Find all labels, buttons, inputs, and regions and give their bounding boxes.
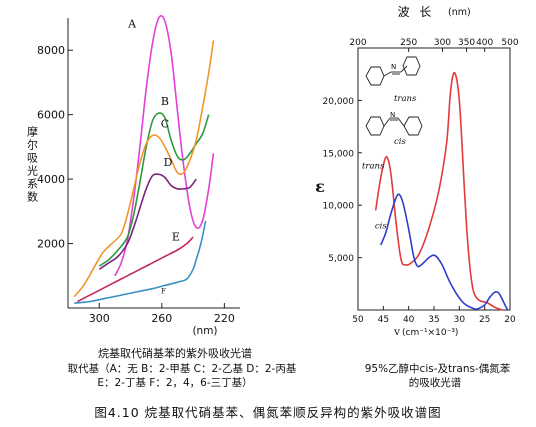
right-x-tick-label: 45 [378,315,389,325]
right-top-x-tick-label: 250 [400,38,417,48]
right-top-axis-label: 波 长 [398,5,435,19]
cis-structure-label: cis [394,137,406,147]
left-series-label-b: B [161,95,169,108]
left-x-tick-label: 300 [89,312,110,325]
right-top-x-tick-label: 400 [476,38,493,48]
left-y-tick-label: 2000 [37,238,65,251]
right-top-x-tick-label: 200 [349,38,366,48]
left-y-ticks: 2000 4000 6000 8000 [37,44,73,251]
right-series-group: trans cis [362,71,509,311]
trans-azobenzene-structure [365,56,421,86]
right-chart-title-line-2: 的吸收光谱 [408,377,462,389]
right-chart-title-line-1: 95%乙醇中cis-及trans-偶氮苯 [364,363,511,375]
left-series-label-e: E [172,230,180,243]
right-y-tick-label: 15,000 [323,149,355,159]
left-x-tick-label: 260 [151,312,172,325]
right-top-x-ticks: 200 250 300 350 400 500 [349,38,519,52]
right-x-tick-label: 30 [454,315,466,325]
right-y-tick-label: 10,000 [323,202,355,212]
right-chart: 5,000 10,000 15,000 20,000 50 45 40 35 30 25 20 2… [315,5,519,338]
right-series-label-cis: cis [375,221,387,231]
left-y-axis-label: 摩尔吸光系数 [26,125,39,204]
left-series-label-d: D [164,156,173,169]
right-x-tick-label: 20 [504,315,516,325]
left-series-label-f: F [161,288,166,296]
trans-structure-label: trans [394,94,417,104]
left-chart: 2000 4000 6000 8000 300 260 220 A BC D E F 摩尔吸光系数… [26,15,240,337]
right-x-axis-unit: (cm⁻¹×10⁻³) [402,328,458,338]
left-series-line-d [98,173,197,270]
right-y-tick-label: 5,000 [328,254,354,264]
left-series-line-c [73,40,215,298]
left-x-ticks: 300 260 220 [89,303,235,325]
left-series-label-a: A [127,18,137,31]
left-x-tick-label: 220 [214,312,235,325]
right-y-axis-label: ε [315,177,325,196]
left-series-line-a [114,15,215,277]
right-series-label-trans: trans [362,162,385,172]
left-series-line-e [77,236,194,303]
right-top-x-tick-label: 500 [501,38,518,48]
left-series-label-c: C [161,118,169,131]
right-x-tick-label: 40 [403,315,415,325]
left-chart-title: 烷基取代硝基苯的紫外吸收光谱 [98,347,252,360]
left-y-tick-label: 6000 [37,109,65,122]
right-series-line-cis [380,193,509,311]
left-series-line-b [98,112,210,267]
right-y-tick-label: 20,000 [323,97,355,107]
right-top-x-tick-label: 350 [458,38,475,48]
figure-caption: 图4.10 烷基取代硝基苯、偶氮苯顺反异构的紫外吸收谱图 [94,405,442,420]
left-legend-line-1: 取代基（A：无 B：2-甲基 C：2-乙基 D：2-丙基 [67,363,297,375]
n-atom-cis: N [390,111,395,119]
right-series-line-trans [374,71,503,311]
n-atom-trans: N [391,63,396,71]
left-legend-line-2: E：2-丁基 F：2，4，6-三丁基） [97,377,253,389]
right-top-x-tick-label: 300 [434,38,451,48]
left-series-line-f [74,220,207,304]
right-top-axis-unit: (nm) [448,7,471,18]
cis-azobenzene-structure [365,116,423,136]
right-x-ticks: 50 45 40 35 30 25 20 [352,306,516,325]
left-series-group: A BC D E F [73,15,215,304]
right-y-ticks: 5,000 10,000 15,000 20,000 [323,97,362,264]
left-y-tick-label: 8000 [37,44,65,57]
left-x-axis-label: (nm) [192,325,217,337]
left-y-tick-label: 4000 [37,173,65,186]
right-x-tick-label: 25 [479,315,490,325]
right-x-axis-label: v [393,326,400,338]
right-x-tick-label: 50 [352,315,364,325]
right-x-tick-label: 35 [428,315,439,325]
